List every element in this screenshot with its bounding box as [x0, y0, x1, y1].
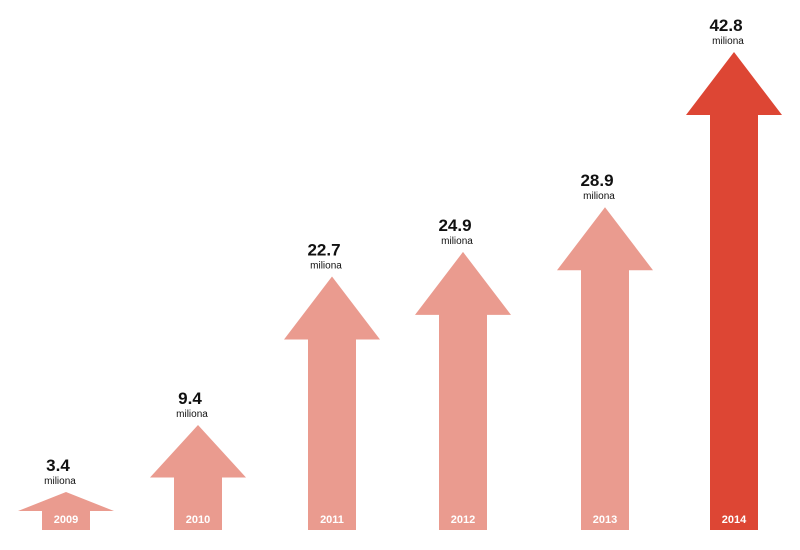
year-label-2013: 2013: [593, 514, 617, 526]
unit-label-2012: miliona: [441, 236, 473, 247]
value-label-2014: 42.8: [709, 16, 742, 35]
unit-label-2011: miliona: [310, 260, 342, 271]
arrow-bar-2013: [557, 207, 653, 530]
year-label-2014: 2014: [722, 514, 747, 526]
value-label-2009: 3.4: [46, 456, 70, 475]
unit-label-2010: miliona: [176, 409, 208, 420]
year-label-2010: 2010: [186, 514, 210, 526]
arrow-bar-2010: [150, 425, 246, 530]
arrow-bar-2012: [415, 251, 511, 531]
unit-label-2014: miliona: [712, 36, 744, 47]
arrow-bar-2011: [284, 276, 380, 530]
arrow-bar-2014: [686, 52, 782, 530]
value-label-2012: 24.9: [438, 216, 471, 235]
year-label-2011: 2011: [320, 514, 344, 526]
arrow-bar-2009: [18, 492, 114, 530]
value-label-2011: 22.7: [307, 240, 340, 259]
unit-label-2013: miliona: [583, 191, 615, 202]
value-label-2013: 28.9: [580, 171, 613, 190]
year-label-2012: 2012: [451, 514, 475, 526]
unit-label-2009: miliona: [44, 476, 76, 487]
value-label-2010: 9.4: [178, 389, 202, 408]
year-label-2009: 2009: [54, 514, 78, 526]
